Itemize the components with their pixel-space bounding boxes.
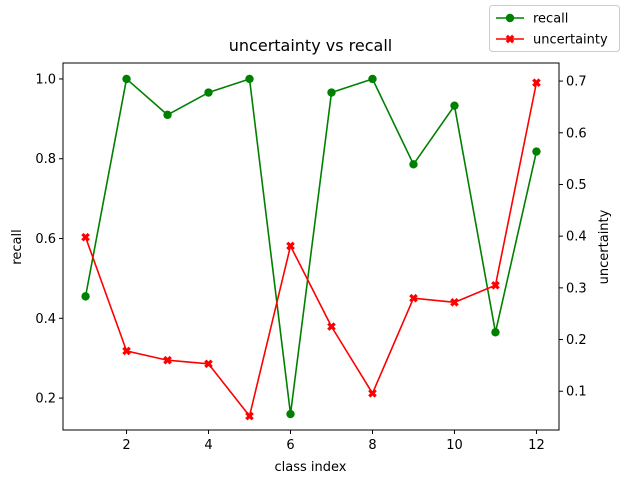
y-right-tick-label-0.3: 0.3 bbox=[566, 281, 587, 296]
data-point-recall-12 bbox=[532, 147, 541, 156]
y-axis-label-right: uncertainty bbox=[597, 209, 612, 284]
data-point-uncertainty-4 bbox=[204, 359, 213, 369]
data-point-uncertainty-2 bbox=[122, 346, 131, 356]
series-line-recall bbox=[84, 78, 538, 415]
data-point-uncertainty-1 bbox=[81, 232, 90, 242]
x-axis-label: class index bbox=[275, 460, 347, 475]
legend-marker-uncertainty bbox=[505, 34, 515, 44]
data-point-recall-7 bbox=[327, 88, 336, 97]
data-point-recall-5 bbox=[245, 74, 254, 84]
data-point-uncertainty-9 bbox=[409, 293, 418, 303]
data-point-uncertainty-6 bbox=[286, 241, 295, 251]
x-marker-bar bbox=[368, 388, 377, 398]
x-marker-bar bbox=[245, 411, 254, 421]
data-point-uncertainty-7 bbox=[327, 322, 336, 331]
data-point-recall-4 bbox=[204, 88, 213, 97]
x-marker-bar bbox=[163, 355, 172, 365]
x-marker-bar bbox=[327, 322, 336, 331]
x-marker-bar bbox=[122, 346, 131, 356]
legend-label-uncertainty: uncertainty bbox=[533, 33, 608, 48]
data-point-uncertainty-11 bbox=[491, 280, 500, 290]
y-axis-label-left: recall bbox=[10, 229, 25, 264]
y-right-tick-label-0.6: 0.6 bbox=[566, 126, 587, 141]
x-marker-bar bbox=[286, 241, 295, 251]
data-point-uncertainty-5 bbox=[245, 411, 254, 421]
data-point-uncertainty-10 bbox=[450, 298, 459, 307]
data-point-recall-1 bbox=[81, 292, 90, 301]
plot-frame bbox=[62, 62, 560, 431]
x-tick-label-2: 2 bbox=[122, 438, 130, 453]
x-marker-bar bbox=[204, 359, 213, 369]
y-left-tick-label-1: 1.0 bbox=[35, 72, 56, 87]
x-marker-bar bbox=[81, 232, 90, 242]
legend-box bbox=[489, 5, 620, 52]
x-tick-label-8: 8 bbox=[368, 438, 376, 453]
y-right-tick-label-0.5: 0.5 bbox=[566, 178, 587, 193]
y-right-tick-label-0.4: 0.4 bbox=[566, 230, 587, 245]
legend: recall uncertainty bbox=[489, 5, 620, 52]
y-left-tick-label-0.4: 0.4 bbox=[35, 312, 56, 327]
x-tick-label-12: 12 bbox=[528, 438, 545, 453]
x-marker-bar bbox=[450, 298, 459, 307]
y-left-tick-label-0.8: 0.8 bbox=[35, 152, 56, 167]
plot-area bbox=[81, 74, 541, 421]
data-point-uncertainty-3 bbox=[163, 355, 172, 365]
data-point-recall-11 bbox=[491, 328, 500, 337]
x-marker-bar bbox=[491, 280, 500, 290]
data-point-recall-6 bbox=[286, 409, 295, 419]
axes: 2 4 6 8 10 12 0.2 0.4 0.6 0.8 1.0 0.1 0.2 0.3 0.4 0.5 0.… bbox=[35, 62, 587, 453]
y-left-tick-label-0.6: 0.6 bbox=[35, 232, 56, 247]
data-point-uncertainty-8 bbox=[368, 388, 377, 398]
y-right-tick-label-0.1: 0.1 bbox=[566, 385, 587, 400]
x-marker-bar bbox=[409, 293, 418, 303]
data-point-recall-9 bbox=[409, 160, 418, 169]
data-point-uncertainty-12 bbox=[532, 78, 541, 87]
x-tick-label-10: 10 bbox=[446, 438, 463, 453]
legend-label-recall: recall bbox=[533, 12, 568, 27]
x-tick-label-6: 6 bbox=[286, 438, 294, 453]
data-point-recall-3 bbox=[163, 110, 172, 120]
x-tick-label-4: 4 bbox=[204, 438, 212, 453]
data-point-recall-10 bbox=[450, 101, 459, 110]
y-right-tick-label-0.7: 0.7 bbox=[566, 75, 587, 90]
chart-title: uncertainty vs recall bbox=[229, 36, 392, 55]
legend-marker-recall bbox=[505, 13, 515, 23]
data-point-recall-2 bbox=[122, 74, 131, 84]
y-left-tick-label-0.2: 0.2 bbox=[35, 392, 56, 407]
data-point-recall-8 bbox=[368, 74, 377, 84]
series-line-uncertainty bbox=[84, 82, 538, 417]
x-marker-bar bbox=[532, 78, 541, 87]
x-marker-bar bbox=[505, 34, 515, 44]
y-right-tick-label-0.2: 0.2 bbox=[566, 333, 587, 348]
